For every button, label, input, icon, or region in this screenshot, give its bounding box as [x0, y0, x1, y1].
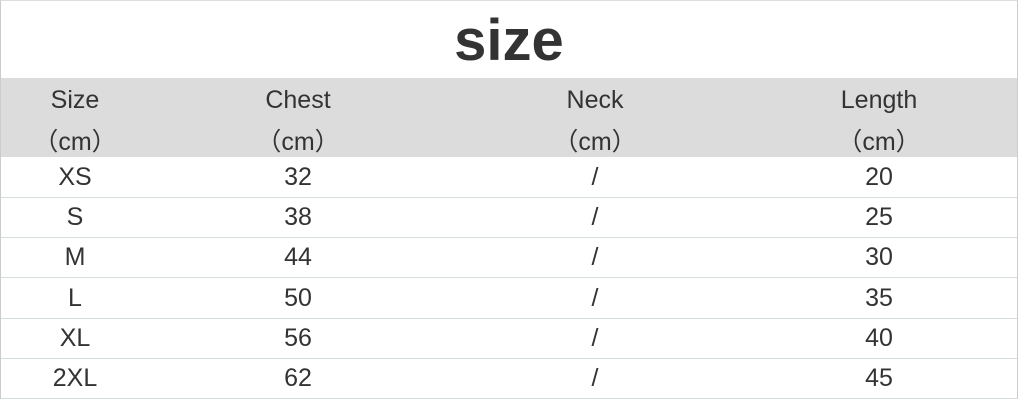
header-length-label: Length: [840, 86, 918, 114]
cell-chest: 62: [284, 364, 312, 392]
cell-size: L: [68, 283, 82, 312]
cell-length: 35: [865, 283, 893, 312]
table-row: M 44 / 30: [1, 237, 1017, 279]
cell-length: 20: [865, 163, 893, 191]
header-chest-unit: （cm）: [256, 128, 340, 156]
header-neck-unit: （cm）: [553, 128, 637, 156]
cell-neck: /: [591, 323, 599, 352]
cell-chest: 56: [284, 323, 312, 352]
table-row: L 50 / 35: [1, 278, 1017, 319]
cell-length: 45: [865, 364, 893, 392]
cell-chest: 38: [284, 203, 312, 232]
cell-length: 40: [865, 323, 893, 352]
cell-size: M: [64, 243, 86, 272]
table-row: XS 32 / 20: [1, 157, 1017, 198]
table-row: XL 56 / 40: [1, 318, 1017, 359]
cell-chest: 44: [284, 243, 312, 272]
cell-neck: /: [591, 203, 599, 232]
cell-neck: /: [591, 364, 599, 392]
cell-length: 25: [865, 203, 893, 232]
cell-neck: /: [591, 163, 599, 191]
cell-size: 2XL: [52, 364, 98, 392]
cell-chest: 50: [284, 283, 312, 312]
cell-length: 30: [865, 243, 893, 272]
cell-neck: /: [591, 243, 599, 272]
cell-size: S: [66, 203, 84, 232]
header-neck-label: Neck: [566, 86, 624, 114]
header-chest-label: Chest: [265, 86, 331, 114]
cell-size: XL: [59, 323, 91, 352]
cell-chest: 32: [284, 163, 312, 191]
table-header: Size （cm） Chest （cm） Neck （cm） Length （cm）: [1, 78, 1017, 157]
header-size-label: Size: [50, 86, 100, 114]
table-row: 2XL 62 / 45: [1, 358, 1017, 399]
header-size-unit: （cm）: [33, 128, 117, 156]
cell-neck: /: [591, 283, 599, 312]
cell-size: XS: [58, 163, 92, 191]
page-title: size: [454, 8, 564, 73]
header-length-unit: （cm）: [837, 128, 921, 156]
table-row: S 38 / 25: [1, 197, 1017, 239]
